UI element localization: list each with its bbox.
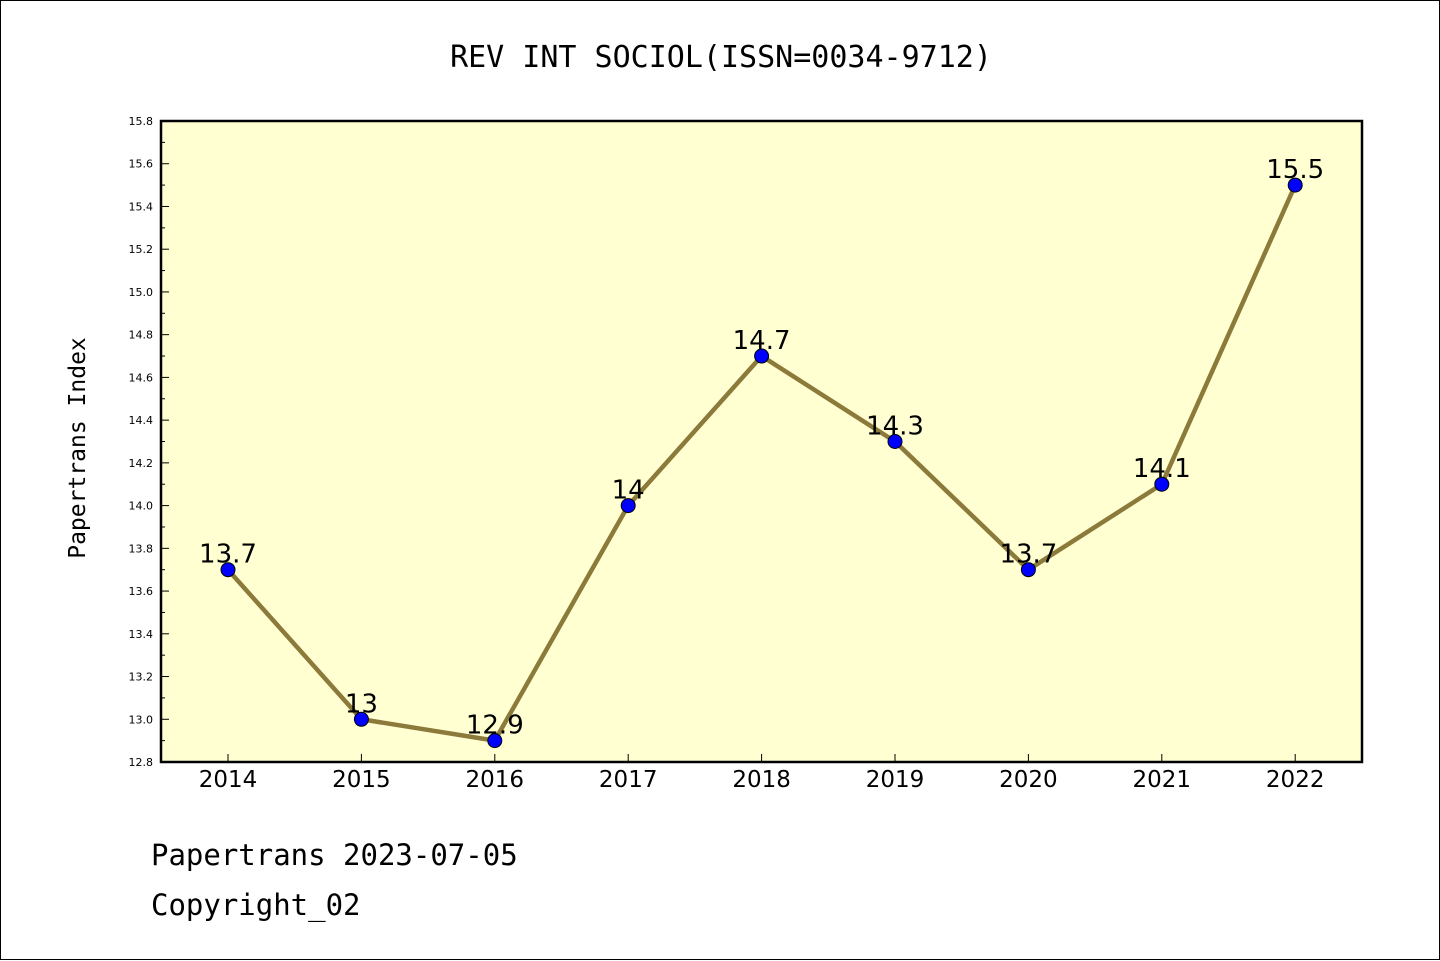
y-tick-label: 15.0 [129,286,154,299]
y-tick-label: 13.8 [129,542,154,555]
plot-area [159,119,1364,764]
footer-date: Papertrans 2023-07-05 [151,838,518,872]
x-tick-label: 2019 [866,767,925,793]
y-tick-label: 12.8 [129,756,154,769]
data-point [220,562,236,578]
x-tick-label: 2014 [199,767,258,793]
x-tick-label: 2017 [599,767,658,793]
data-point [1287,177,1303,193]
y-tick-label: 14.4 [129,414,154,427]
y-axis: 12.8 13.0 13.2 13.4 13.6 13.8 14.0 14.2 14.4 14.6… [129,115,169,769]
x-tick-label: 2022 [1266,767,1325,793]
data-label: 13 [345,689,378,719]
y-tick-label: 13.0 [129,713,154,726]
data-label: 13.7 [999,540,1057,570]
y-tick-label: 15.4 [129,200,154,213]
y-tick-label: 13.4 [129,628,154,641]
data-point [620,498,636,514]
data-point [887,434,903,449]
data-point [353,711,369,727]
chart-title: REV INT SOCIOL(ISSN=0034-9712) [450,40,992,75]
y-tick-label: 14.6 [129,371,154,384]
y-tick-label: 14.0 [129,500,154,513]
data-label: 15.5 [1266,155,1324,185]
data-point [487,733,503,749]
y-tick-label: 15.8 [129,115,154,128]
data-label: 12.9 [466,711,524,741]
data-point [754,348,770,364]
y-tick-label: 15.2 [129,243,154,256]
y-tick-label: 13.2 [129,671,154,684]
y-axis-label: Papertrans Index [65,337,91,559]
y-tick-label: 14.2 [129,457,154,470]
data-label: 13.7 [199,540,257,570]
data-point [1020,562,1036,578]
data-label: 14 [612,476,645,506]
data-label: 14.7 [733,326,791,356]
y-tick-label: 13.6 [129,585,154,598]
y-tick-label: 15.6 [129,158,154,171]
data-label: 14.3 [866,412,924,442]
x-tick-label: 2020 [999,767,1058,793]
data-label: 14.1 [1133,454,1191,484]
data-point [1154,476,1170,492]
x-tick-label: 2015 [332,767,391,793]
x-tick-label: 2018 [732,767,791,793]
footer-copyright: Copyright_02 [151,888,361,923]
x-tick-label: 2016 [466,767,525,793]
x-tick-label: 2021 [1133,767,1192,793]
x-axis: 2014 2015 2016 2017 2018 2019 2020 2021 2022 [199,754,1325,793]
y-tick-label: 14.8 [129,329,154,342]
series-line-group: 13.7 13 12.9 14 14.7 14.3 13.7 14.1 15.5 [199,155,1324,749]
